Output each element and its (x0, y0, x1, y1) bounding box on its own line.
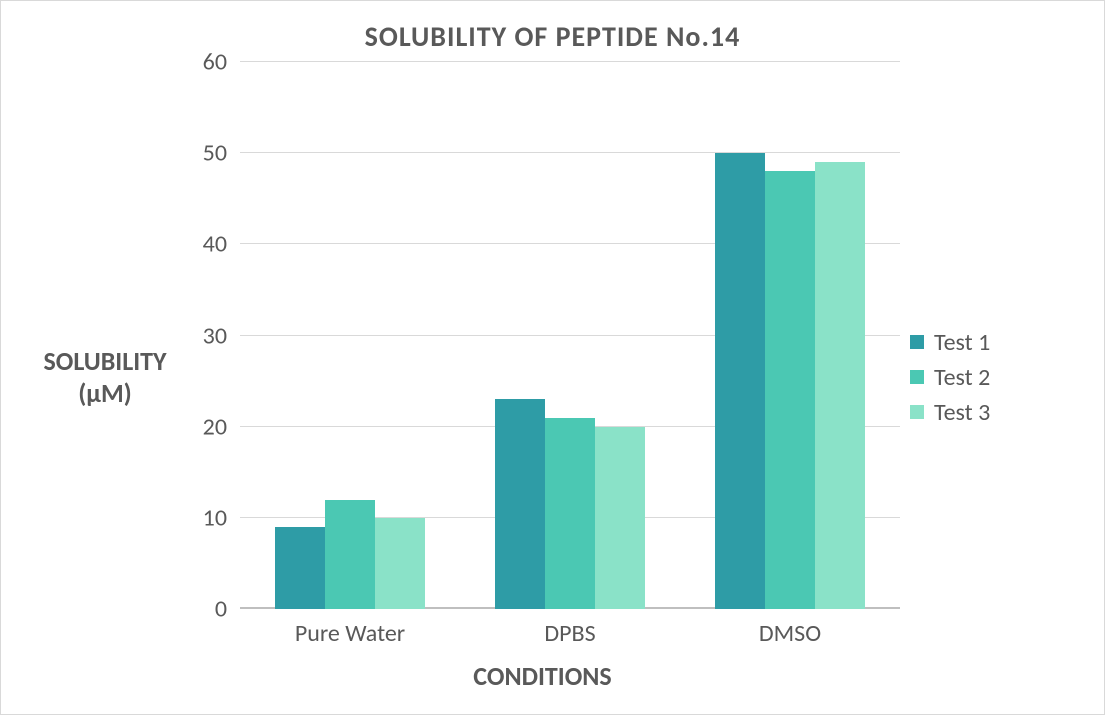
plot-area: 0102030405060 (185, 62, 900, 609)
y-tick-label: 20 (203, 412, 227, 441)
y-tick-label: 60 (203, 48, 227, 77)
y-tick-label: 50 (203, 139, 227, 168)
bar (375, 518, 425, 609)
legend-swatch (910, 335, 924, 349)
bar (595, 427, 645, 609)
x-axis-title: CONDITIONS (185, 660, 900, 692)
y-axis-ticks: 0102030405060 (185, 62, 235, 609)
x-axis-labels: Pure WaterDPBSDMSO (240, 619, 900, 648)
bar-group (460, 62, 680, 609)
bar-group (240, 62, 460, 609)
plot-cell: 0102030405060 Pure WaterDPBSDMSO CONDITI… (185, 62, 900, 692)
legend-swatch (910, 370, 924, 384)
y-axis-title-line2: (µM) (78, 377, 132, 409)
x-tick-label: Pure Water (240, 619, 460, 648)
y-tick-label: 40 (203, 230, 227, 259)
x-tick-label: DMSO (680, 619, 900, 648)
y-tick-label: 0 (215, 595, 227, 624)
legend-label: Test 2 (934, 363, 990, 392)
chart-title: SOLUBILITY OF PEPTIDE No.14 (25, 19, 1080, 54)
y-axis-title-line1: SOLUBILITY (43, 345, 166, 377)
legend: Test 1 Test 2 Test 3 (900, 62, 1080, 692)
bar (765, 171, 815, 609)
y-axis-title: SOLUBILITY (µM) (25, 62, 185, 692)
y-tick-label: 30 (203, 321, 227, 350)
bar (495, 399, 545, 609)
legend-item: Test 2 (910, 363, 990, 392)
legend-label: Test 3 (934, 398, 990, 427)
bar (545, 418, 595, 609)
legend-swatch (910, 405, 924, 419)
bar (815, 162, 865, 609)
x-tick-label: DPBS (460, 619, 680, 648)
bar-groups (240, 62, 900, 609)
y-tick-label: 10 (203, 503, 227, 532)
legend-item: Test 3 (910, 398, 990, 427)
chart-frame: SOLUBILITY OF PEPTIDE No.14 SOLUBILITY (… (0, 0, 1105, 715)
chart-body: SOLUBILITY (µM) 0102030405060 Pure Water… (25, 62, 1080, 692)
bar-group (680, 62, 900, 609)
legend-label: Test 1 (934, 328, 990, 357)
legend-box: Test 1 Test 2 Test 3 (910, 322, 990, 433)
bar (325, 500, 375, 609)
legend-item: Test 1 (910, 328, 990, 357)
bar (275, 527, 325, 609)
bar (715, 153, 765, 609)
